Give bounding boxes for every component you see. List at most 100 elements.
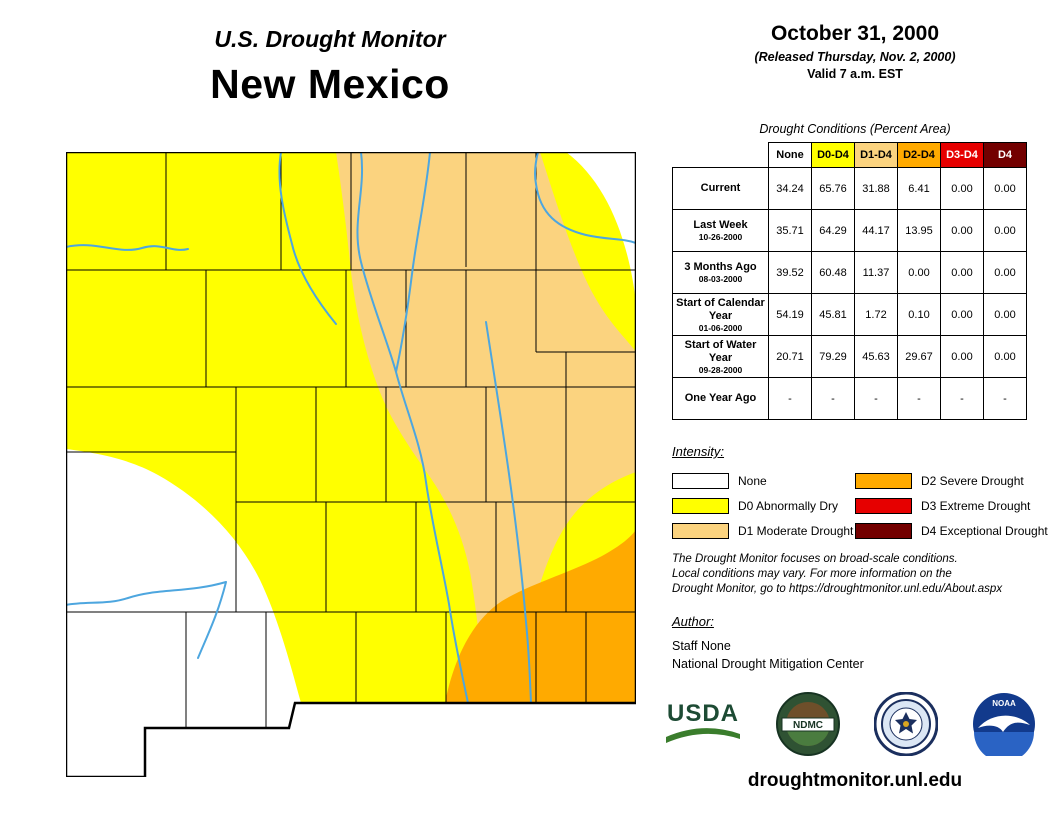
legend-item-d2: D2 Severe Drought	[855, 472, 1048, 489]
row-label-cell: 3 Months Ago 08-03-2000	[672, 251, 769, 294]
legend-item-none: None	[672, 472, 855, 489]
cell-value: 64.29	[811, 209, 855, 252]
cell-value: 39.52	[768, 251, 812, 294]
row-label: One Year Ago	[684, 392, 757, 404]
cell-value: 44.17	[854, 209, 898, 252]
cell-value: 65.76	[811, 167, 855, 210]
cell-value: 0.00	[983, 209, 1027, 252]
cell-value: -	[983, 377, 1027, 420]
legend-title: Intensity:	[672, 444, 725, 459]
usda-logo: USDA	[664, 700, 742, 745]
cell-value: 79.29	[811, 335, 855, 378]
row-label: 3 Months Ago	[684, 261, 757, 273]
row-label-cell: Start of Water Year 09-28-2000	[672, 335, 769, 378]
cell-value: 13.95	[897, 209, 941, 252]
legend-item-d0: D0 Abnormally Dry	[672, 497, 855, 514]
noaa-logo-text: NOAA	[992, 699, 1016, 708]
cell-value: 45.63	[854, 335, 898, 378]
ndmc-seal-icon: NDMC	[776, 692, 840, 756]
date-block: October 31, 2000 (Released Thursday, Nov…	[660, 22, 1050, 81]
table-title: Drought Conditions (Percent Area)	[759, 122, 951, 136]
legend-swatch-d4	[855, 522, 912, 539]
author-organization: National Drought Mitigation Center	[672, 657, 864, 671]
cell-value: 35.71	[768, 209, 812, 252]
cell-value: 0.10	[897, 293, 941, 336]
disclaimer-line: The Drought Monitor focuses on broad-sca…	[672, 553, 958, 565]
cell-value: 31.88	[854, 167, 898, 210]
noaa-seal-icon: NOAA	[973, 693, 1035, 756]
cell-value: -	[768, 377, 812, 420]
drought-conditions-table: None D0-D4 D1-D4 D2-D4 D3-D4 D4 Current …	[672, 142, 1027, 420]
state-name: New Mexico	[210, 61, 450, 107]
col-header-d1-d4: D1-D4	[854, 142, 898, 168]
report-title: U.S. Drought Monitor	[214, 26, 446, 52]
table-row-start-calendar-year: Start of Calendar Year 01-06-2000 54.19 …	[672, 293, 1027, 336]
col-header-d3-d4: D3-D4	[940, 142, 984, 168]
legend-swatch-d0	[672, 497, 729, 514]
table-row-one-year-ago: One Year Ago - - - - - -	[672, 377, 1027, 420]
cell-value: 0.00	[940, 335, 984, 378]
cell-value: 0.00	[940, 251, 984, 294]
legend-swatch-d3	[855, 497, 912, 514]
county-boundaries	[66, 152, 636, 728]
row-label-cell: Last Week 10-26-2000	[672, 209, 769, 252]
cell-value: -	[854, 377, 898, 420]
cell-value: 0.00	[983, 167, 1027, 210]
legend-label: D3 Extreme Drought	[921, 498, 1031, 513]
author-heading: Author:	[672, 614, 714, 629]
cell-value: 60.48	[811, 251, 855, 294]
ndmc-logo-text: NDMC	[793, 720, 823, 731]
table-header-row: None D0-D4 D1-D4 D2-D4 D3-D4 D4	[673, 142, 1027, 168]
title-block: U.S. Drought Monitor New Mexico	[110, 26, 550, 108]
usda-swoosh-icon	[666, 728, 740, 743]
row-sublabel: 08-03-2000	[698, 274, 743, 284]
table-row-last-week: Last Week 10-26-2000 35.71 64.29 44.17 1…	[672, 209, 1027, 252]
legend-item-d1: D1 Moderate Drought	[672, 522, 855, 539]
drought-map	[64, 150, 638, 779]
cell-value: 45.81	[811, 293, 855, 336]
usda-logo-text: USDA	[666, 700, 739, 727]
new-mexico-map-svg	[64, 150, 638, 779]
legend-label: None	[738, 473, 767, 488]
disclaimer-text: The Drought Monitor focuses on broad-sca…	[672, 552, 1052, 597]
cell-value: 0.00	[940, 293, 984, 336]
cell-value: 0.00	[897, 251, 941, 294]
cell-value: 29.67	[897, 335, 941, 378]
row-label-cell: Current	[672, 167, 769, 210]
website-url: droughtmonitor.unl.edu	[747, 770, 963, 791]
legend-label: D4 Exceptional Drought	[921, 523, 1048, 538]
report-date: October 31, 2000	[770, 22, 940, 45]
table-row-start-water-year: Start of Water Year 09-28-2000 20.71 79.…	[672, 335, 1027, 378]
rivers	[66, 152, 636, 704]
intensity-legend: Intensity: None D0 Abnormally Dry D1 Mod…	[672, 444, 1048, 543]
cell-value: 54.19	[768, 293, 812, 336]
row-sublabel: 10-26-2000	[698, 232, 743, 242]
valid-time: Valid 7 a.m. EST	[807, 67, 903, 81]
ndmc-logo: NDMC	[776, 692, 840, 756]
col-header-none: None	[768, 142, 812, 168]
cell-value: 0.00	[983, 335, 1027, 378]
table-corner-cell	[673, 143, 769, 168]
legend-swatch-d1	[672, 522, 729, 539]
legend-swatch-none	[672, 472, 729, 489]
cell-value: -	[897, 377, 941, 420]
disclaimer-line: Local conditions may vary. For more info…	[672, 568, 952, 580]
cell-value: 0.00	[940, 209, 984, 252]
legend-item-d4: D4 Exceptional Drought	[855, 522, 1048, 539]
author-block: Author: Staff None National Drought Miti…	[672, 614, 1032, 673]
cell-value: 34.24	[768, 167, 812, 210]
row-label-cell: Start of Calendar Year 01-06-2000	[672, 293, 769, 336]
cell-value: 0.00	[983, 251, 1027, 294]
release-date: (Released Thursday, Nov. 2, 2000)	[754, 50, 956, 64]
row-label: Start of Calendar Year	[676, 296, 765, 322]
cell-value: 20.71	[768, 335, 812, 378]
author-name: Staff None	[672, 639, 731, 653]
legend-label: D2 Severe Drought	[921, 473, 1024, 488]
legend-swatch-d2	[855, 472, 912, 489]
commerce-seal-icon	[874, 692, 938, 756]
disclaimer-line: Drought Monitor, go to https://droughtmo…	[672, 583, 1003, 595]
cell-value: -	[940, 377, 984, 420]
cell-value: 0.00	[940, 167, 984, 210]
cell-value: 1.72	[854, 293, 898, 336]
